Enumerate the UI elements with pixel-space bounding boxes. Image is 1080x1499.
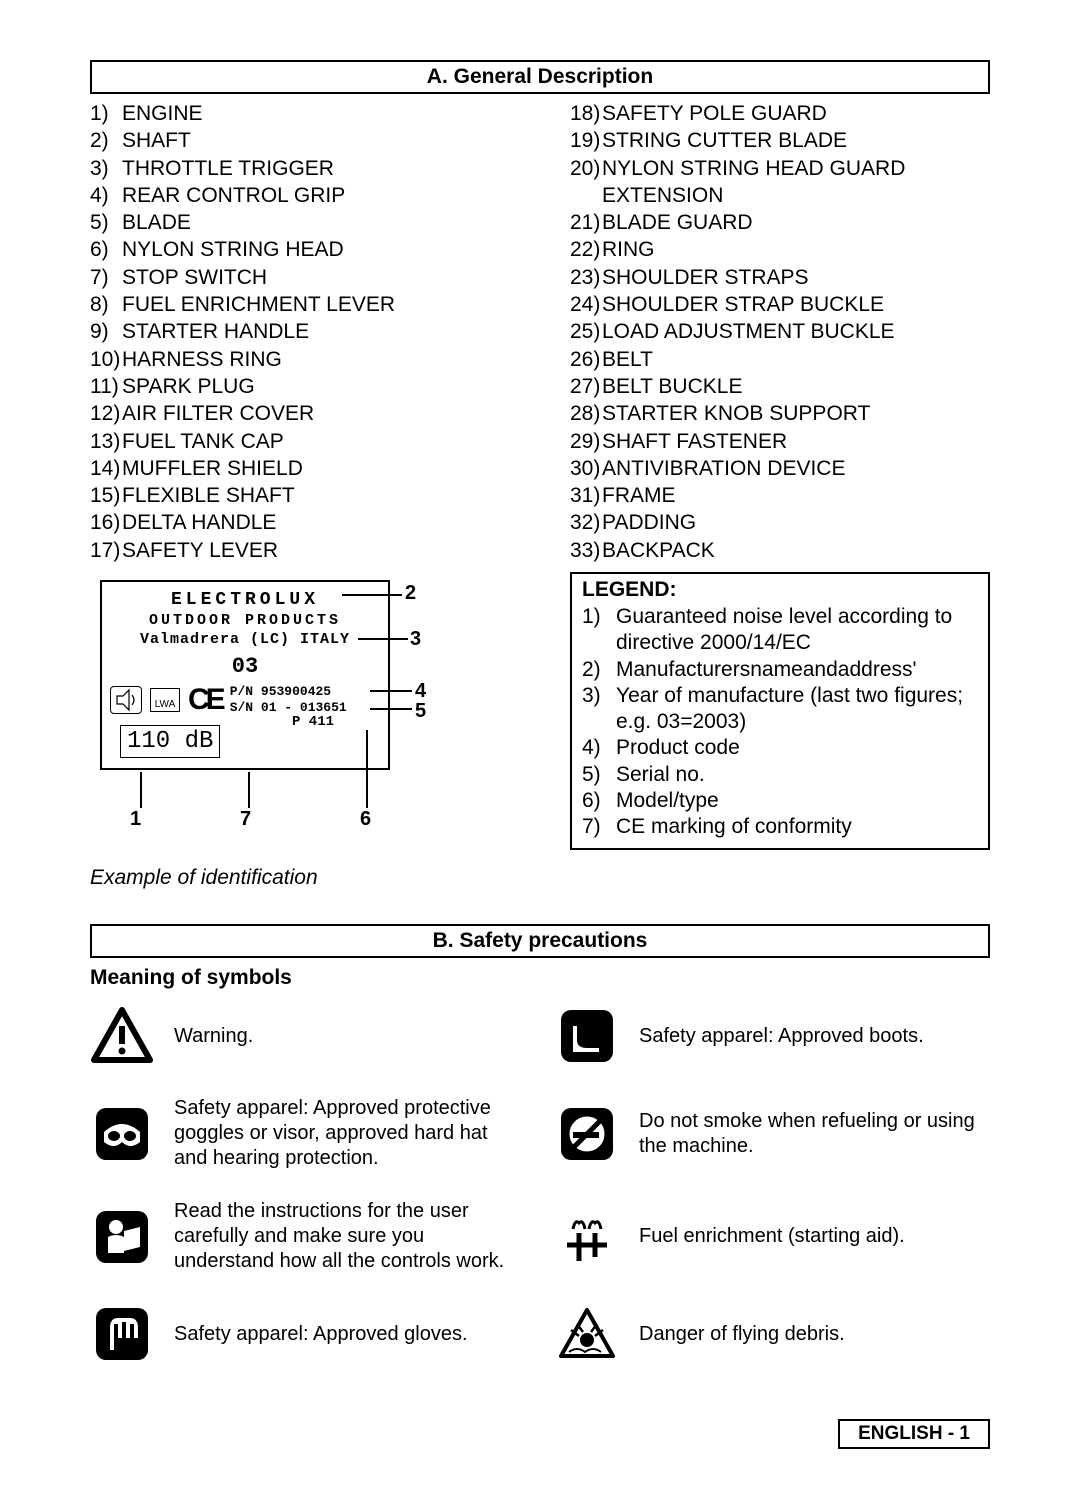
symbol-text: Read the instructions for the user caref… [174,1199,525,1274]
callout-2: 2 [405,582,416,605]
parts-container: 1)ENGINE2)SHAFT3)THROTTLE TRIGGER4)REAR … [90,100,990,890]
symbol-icon [90,1302,154,1366]
parts-col-left: 1)ENGINE2)SHAFT3)THROTTLE TRIGGER4)REAR … [90,100,530,890]
label-plate: ELECTROLUX OUTDOOR PRODUCTS Valmadrera (… [100,580,390,770]
symbol-row: Warning. [90,1004,525,1068]
symbol-icon [90,1205,154,1269]
legend-item: 2)Manufacturersnameandaddress' [582,657,978,683]
part-item: 33)BACKPACK [570,537,990,564]
callout-3: 3 [410,628,421,651]
part-item: 12)AIR FILTER COVER [90,400,530,427]
section-b-title: B. Safety precautions [90,924,990,958]
noise-icon [110,686,142,714]
part-item: 17)SAFETY LEVER [90,537,530,564]
noise-db: 110 dB [120,725,220,758]
symbol-text: Safety apparel: Approved protective gogg… [174,1096,525,1171]
part-item: 5)BLADE [90,209,530,236]
part-item: 2)SHAFT [90,127,530,154]
symbol-text: Safety apparel: Approved boots. [639,1024,924,1049]
symbol-text: Fuel enrichment (starting aid). [639,1224,905,1249]
legend-item: 5)Serial no. [582,762,978,788]
part-item: 19)STRING CUTTER BLADE [570,127,990,154]
part-item: 1)ENGINE [90,100,530,127]
legend-title: LEGEND: [582,578,978,602]
symbol-text: Safety apparel: Approved gloves. [174,1322,468,1347]
part-item: 10)HARNESS RING [90,346,530,373]
brand-line2: OUTDOOR PRODUCTS [102,612,388,629]
symbol-row: Do not smoke when refueling or using the… [555,1096,990,1171]
symbol-icon [90,1102,154,1166]
part-item: 20)NYLON STRING HEAD GUARDEXTENSION [570,155,990,210]
part-item: 7)STOP SWITCH [90,264,530,291]
part-item: 31)FRAME [570,482,990,509]
part-item: 14)MUFFLER SHIELD [90,455,530,482]
part-item: 28)STARTER KNOB SUPPORT [570,400,990,427]
callout-5: 5 [415,700,426,723]
symbol-row: Safety apparel: Approved protective gogg… [90,1096,525,1171]
part-item: 32)PADDING [570,509,990,536]
ce-mark: CE [188,683,222,717]
part-item: 25)LOAD ADJUSTMENT BUCKLE [570,318,990,345]
part-item: 4)REAR CONTROL GRIP [90,182,530,209]
part-item: 30)ANTIVIBRATION DEVICE [570,455,990,482]
part-item: 6)NYLON STRING HEAD [90,236,530,263]
symbol-icon [90,1004,154,1068]
part-item: 23)SHOULDER STRAPS [570,264,990,291]
part-item: 22)RING [570,236,990,263]
part-item: 26)BELT [570,346,990,373]
part-item: 15)FLEXIBLE SHAFT [90,482,530,509]
identification-label-diagram: ELECTROLUX OUTDOOR PRODUCTS Valmadrera (… [90,580,530,860]
model-type: P 411 [292,714,334,730]
legend-item: 3)Year of manufacture (last two figures;… [582,683,978,736]
symbols-heading: Meaning of symbols [90,966,990,990]
part-item: 8)FUEL ENRICHMENT LEVER [90,291,530,318]
callout-6: 6 [360,808,371,831]
section-b: B. Safety precautions Meaning of symbols… [90,924,990,1366]
year-value: 03 [102,654,388,679]
symbol-text: Do not smoke when refueling or using the… [639,1109,990,1159]
product-number: P/N 953900425 [230,684,347,700]
part-item: 13)FUEL TANK CAP [90,428,530,455]
section-a-title: A. General Description [90,60,990,94]
symbol-row: Read the instructions for the user caref… [90,1199,525,1274]
symbol-text: Warning. [174,1024,253,1049]
parts-col-right: 18)SAFETY POLE GUARD19)STRING CUTTER BLA… [570,100,990,890]
legend-item: 1)Guaranteed noise level according to di… [582,604,978,657]
symbol-text: Danger of flying debris. [639,1322,845,1347]
symbol-row: Safety apparel: Approved gloves. [90,1302,525,1366]
legend-box: LEGEND: 1)Guaranteed noise level accordi… [570,572,990,850]
example-caption: Example of identification [90,866,530,890]
symbol-icon [555,1302,619,1366]
callout-7: 7 [240,808,251,831]
symbol-row: Safety apparel: Approved boots. [555,1004,990,1068]
legend-item: 4)Product code [582,735,978,761]
part-item: 11)SPARK PLUG [90,373,530,400]
symbol-row: Fuel enrichment (starting aid). [555,1199,990,1274]
label-mid-row: LWA CE P/N 953900425 S/N 01 - 013651 [102,683,388,717]
symbol-icon [555,1102,619,1166]
symbols-grid: Warning. Safety apparel: Approved boots. S… [90,1004,990,1366]
legend-item: 6)Model/type [582,788,978,814]
symbol-row: Danger of flying debris. [555,1302,990,1366]
part-item: 16)DELTA HANDLE [90,509,530,536]
pn-sn-block: P/N 953900425 S/N 01 - 013651 [230,684,347,715]
part-item: 3)THROTTLE TRIGGER [90,155,530,182]
part-item: 18)SAFETY POLE GUARD [570,100,990,127]
part-item: 27)BELT BUCKLE [570,373,990,400]
part-item: 9)STARTER HANDLE [90,318,530,345]
part-item: 24)SHOULDER STRAP BUCKLE [570,291,990,318]
callout-1: 1 [130,808,141,831]
lwa-box: LWA [150,688,180,712]
brand-line3: Valmadrera (LC) ITALY [102,631,388,648]
symbol-icon [555,1004,619,1068]
page-footer: ENGLISH - 1 [838,1419,990,1449]
part-item: 29)SHAFT FASTENER [570,428,990,455]
symbol-icon [555,1205,619,1269]
legend-item: 7)CE marking of conformity [582,814,978,840]
part-item: 21)BLADE GUARD [570,209,990,236]
brand-line1: ELECTROLUX [102,590,388,610]
